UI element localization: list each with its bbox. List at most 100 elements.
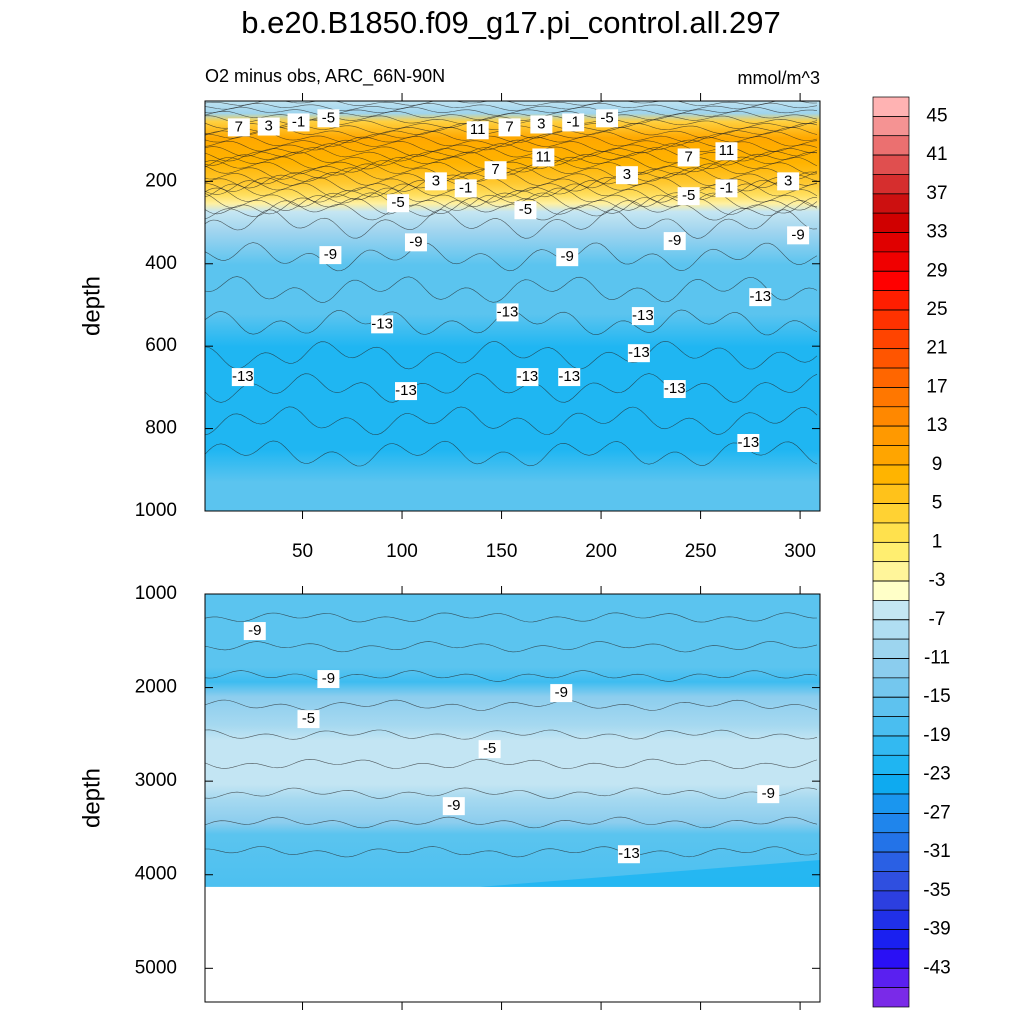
colorbar-box [872,890,910,911]
contour-line [204,758,818,770]
contour-line [204,209,818,239]
contour-label: 7 [684,148,692,165]
contour-label-box [496,303,519,322]
y-tick-label: 200 [145,170,177,191]
colorbar-box [872,154,910,175]
contour-label-box [466,121,489,140]
colorbar-label: 17 [926,376,947,397]
contour-label-box [715,142,738,161]
contour-label-box [530,115,553,134]
contour-line [204,163,818,180]
x-tick-label: 150 [486,541,518,562]
colorbar-box [872,987,910,1008]
contour-label: -5 [682,187,695,204]
contour-label-box [297,710,320,729]
contour-line [204,340,818,370]
contour-label-box [387,194,410,213]
colorbar-label: -39 [923,919,950,940]
contour-label: -5 [519,201,532,218]
y-tick-label: 3000 [135,770,177,791]
colorbar-box [872,328,910,350]
colorbar-box [872,580,910,601]
colorbar-box [872,871,910,892]
colorbar-box [872,212,910,233]
colorbar-box [872,425,910,446]
contour-line [204,729,818,740]
contour-line [204,199,818,221]
colorbar-box [872,232,910,253]
colorbar-label: 1 [932,531,943,552]
contour-label: -5 [322,109,335,126]
colorbar-label: 37 [926,183,947,204]
contour-label: -13 [517,368,539,385]
colorbar-box [872,309,910,330]
contour-label: -9 [324,246,337,263]
plot-frame [204,100,821,512]
colorbar-label: -43 [923,957,950,978]
contour-label: -13 [738,434,760,451]
contour-label-box [749,288,772,307]
contour-label-box [677,187,700,206]
subtitle: O2 minus obs, ARC_66N-90N [205,66,445,87]
colorbar-label: -27 [923,802,950,823]
contour-label-box [663,232,686,251]
contour-line [204,276,818,303]
colorbar-box [872,813,910,834]
contour-label-box [498,118,521,137]
contour-label-box [257,117,280,136]
colorbar-label: 45 [926,105,947,126]
contour-label-box [514,201,537,220]
contour-label: -9 [668,232,681,249]
x-tick-label: 50 [292,541,313,562]
contour-line [204,159,818,175]
contour-line [204,143,818,157]
contour-label: -9 [561,248,574,265]
contour-label-box [737,434,760,453]
y-axis-label: depth [78,276,105,336]
y-tick-label: 2000 [135,677,177,698]
contour-label-box [615,166,638,185]
colorbar-box [872,290,910,311]
colorbar-label: -3 [929,570,946,591]
contour-label-box [562,113,585,132]
contour-line [204,612,818,623]
colorbar-label: -19 [923,725,950,746]
contour-label-box [677,148,700,167]
contour-line [204,135,818,147]
colorbar-box [872,387,910,408]
contour-label: -5 [302,710,315,727]
contour-line [204,373,818,403]
contour-line [204,187,818,208]
colorbar-label: 41 [926,144,947,165]
y-tick-label: 800 [145,418,177,439]
colorbar-box [872,754,910,776]
colorbar-box [872,735,910,756]
colorbar-box [872,116,910,137]
colorbar-box [872,367,910,388]
colorbar-label: -35 [923,880,950,901]
contour-label-box [484,161,507,180]
colorbar-box [872,251,910,272]
contour-label-box [227,118,250,137]
contour-label: -1 [459,179,472,196]
contour-label: -1 [292,113,305,130]
colorbar-box [872,406,910,427]
colorbar-box [872,696,910,717]
x-tick-label: 300 [784,541,816,562]
contour-label: -9 [409,233,422,250]
colorbar-box [872,832,910,853]
contour-label-box [550,684,573,703]
colorbar-box [872,483,910,504]
y-tick-label: 1000 [135,500,177,521]
colorbar-box [872,929,910,950]
contour-label-box [442,797,465,816]
contour-label: 3 [265,118,273,135]
contour-label: -9 [322,670,335,687]
colorbar-box [872,445,910,466]
contour-line [204,100,818,107]
contour-label-box [319,246,342,265]
colorbar-label: -15 [923,686,950,707]
contour-label: 11 [719,142,735,159]
contour-label-box [317,670,340,689]
contour-line [204,171,818,189]
